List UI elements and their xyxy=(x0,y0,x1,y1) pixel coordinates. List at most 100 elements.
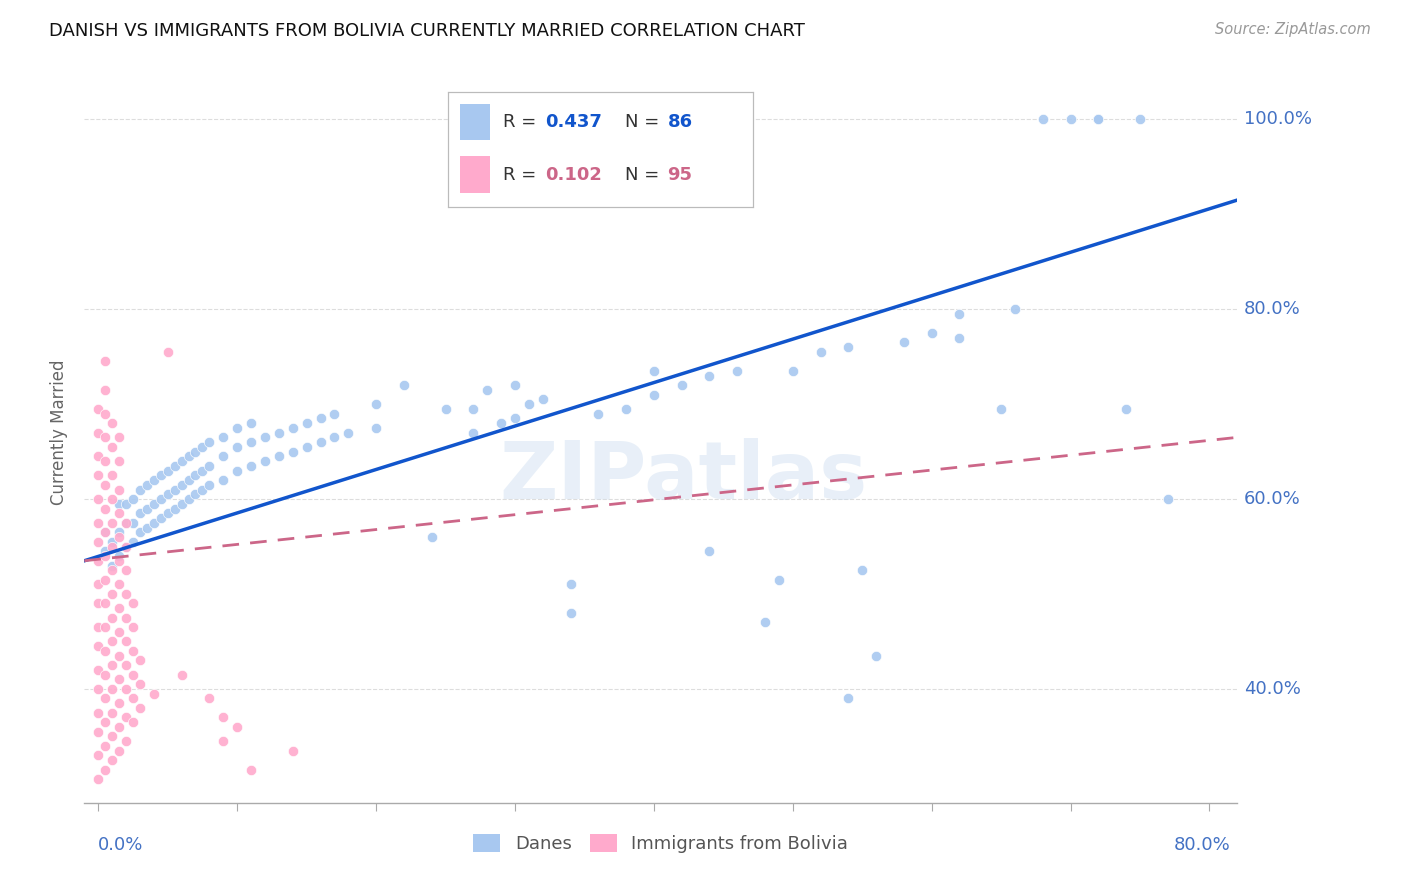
Point xyxy=(560,606,582,620)
Point xyxy=(87,724,110,739)
Point xyxy=(87,450,110,464)
Point xyxy=(94,644,117,658)
Point xyxy=(94,478,117,492)
Point xyxy=(87,577,110,591)
Point xyxy=(115,587,138,601)
Point xyxy=(108,648,131,663)
Point xyxy=(135,520,157,534)
Point xyxy=(163,483,186,497)
Point xyxy=(94,407,117,421)
Point xyxy=(115,634,138,648)
Point xyxy=(135,501,157,516)
Point xyxy=(893,335,915,350)
Point xyxy=(503,411,526,425)
Point xyxy=(115,710,138,724)
Point xyxy=(156,345,179,359)
Text: DANISH VS IMMIGRANTS FROM BOLIVIA CURRENTLY MARRIED CORRELATION CHART: DANISH VS IMMIGRANTS FROM BOLIVIA CURREN… xyxy=(49,22,806,40)
Point xyxy=(337,425,360,440)
Point xyxy=(101,534,124,549)
Point xyxy=(1032,112,1054,127)
Point xyxy=(142,687,165,701)
Point xyxy=(198,435,221,450)
Point xyxy=(184,487,207,501)
Point xyxy=(851,563,873,577)
Point xyxy=(163,501,186,516)
Point xyxy=(122,691,145,706)
Point xyxy=(129,506,152,520)
Point xyxy=(198,478,221,492)
Point xyxy=(226,720,249,734)
Point xyxy=(94,544,117,558)
Point xyxy=(94,525,117,540)
Point xyxy=(212,710,235,724)
Point xyxy=(101,706,124,720)
Text: ZIPatlas: ZIPatlas xyxy=(499,438,868,516)
Point xyxy=(108,525,131,540)
Point xyxy=(149,511,172,525)
Point xyxy=(1087,112,1109,127)
Point xyxy=(87,468,110,483)
Point xyxy=(101,658,124,673)
Point xyxy=(434,401,457,416)
Point xyxy=(295,416,318,430)
Point xyxy=(463,401,485,416)
Point xyxy=(94,667,117,681)
Point xyxy=(87,597,110,611)
Point xyxy=(101,558,124,573)
Point xyxy=(156,487,179,501)
Point xyxy=(129,525,152,540)
Point xyxy=(122,516,145,530)
Point xyxy=(115,611,138,625)
Point xyxy=(226,421,249,435)
Text: 100.0%: 100.0% xyxy=(1244,111,1312,128)
Point xyxy=(108,454,131,468)
Point xyxy=(1157,491,1180,506)
Point xyxy=(295,440,318,454)
Point xyxy=(837,691,859,706)
Point xyxy=(170,667,193,681)
Point xyxy=(122,715,145,730)
Point xyxy=(837,340,859,354)
Point xyxy=(101,730,124,744)
Point xyxy=(87,639,110,653)
Point xyxy=(101,491,124,506)
Point xyxy=(281,421,304,435)
Point xyxy=(489,416,512,430)
Point xyxy=(810,345,832,359)
Point xyxy=(129,483,152,497)
Point xyxy=(643,364,665,378)
Point xyxy=(212,473,235,487)
Point xyxy=(212,430,235,444)
Point xyxy=(323,430,346,444)
Text: 40.0%: 40.0% xyxy=(1244,680,1301,698)
Point xyxy=(149,468,172,483)
Point xyxy=(671,378,693,392)
Point xyxy=(87,748,110,763)
Point xyxy=(517,397,540,411)
Point xyxy=(754,615,776,630)
Point xyxy=(135,478,157,492)
Point xyxy=(87,706,110,720)
Point xyxy=(170,497,193,511)
Point xyxy=(94,620,117,634)
Point xyxy=(184,468,207,483)
Point xyxy=(108,530,131,544)
Point xyxy=(364,397,387,411)
Point xyxy=(101,634,124,648)
Point xyxy=(1004,302,1026,317)
Point xyxy=(1129,112,1152,127)
Point xyxy=(108,554,131,568)
Point xyxy=(142,516,165,530)
Point xyxy=(177,491,200,506)
Point xyxy=(948,331,970,345)
Point xyxy=(142,473,165,487)
Point xyxy=(177,450,200,464)
Point xyxy=(142,497,165,511)
Point xyxy=(420,530,443,544)
Point xyxy=(699,368,721,383)
Point xyxy=(948,307,970,321)
Point xyxy=(101,563,124,577)
Point xyxy=(115,658,138,673)
Point xyxy=(101,753,124,767)
Point xyxy=(87,401,110,416)
